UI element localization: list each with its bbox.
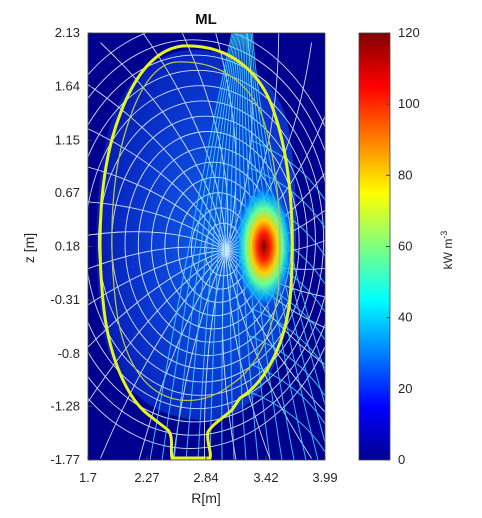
chart-title: ML (195, 11, 217, 28)
poloidal-ray (215, 33, 237, 251)
colorbar-tick-label: 120 (398, 25, 420, 40)
colorbar-label: kW m-3 (439, 231, 455, 270)
fan-line (197, 33, 238, 460)
x-tick-label: 2.84 (193, 470, 218, 485)
poloidal-ray (225, 250, 312, 459)
y-tick-label: -0.8 (58, 346, 80, 361)
vessel-wall (111, 61, 281, 402)
fan-line (209, 33, 239, 460)
poloidal-ray (88, 128, 227, 251)
poloidal-ray (142, 33, 227, 251)
y-tick-label: 2.13 (55, 25, 80, 40)
colorbar-label-unit: kW m (441, 239, 455, 270)
poloidal-ray (88, 246, 227, 270)
flux-surface (88, 33, 325, 449)
poloidal-ray (225, 250, 271, 460)
poloidal-ray (225, 33, 253, 251)
y-tick-label: -1.77 (50, 452, 80, 467)
x-ticks: 1.7 2.27 2.84 3.42 3.99 (79, 456, 338, 485)
colorbar-tick-label: 40 (398, 310, 412, 325)
x-tick-label: 2.27 (134, 470, 159, 485)
poloidal-ray (88, 166, 227, 251)
flux-surface (88, 39, 325, 436)
fan-line (249, 139, 325, 201)
fan-line (161, 33, 234, 460)
fan-line (173, 33, 235, 460)
colorbar (358, 32, 391, 461)
y-axis-label: z [m] (21, 233, 37, 263)
colorbar-tick-label: 20 (398, 381, 412, 396)
x-tick-label: 3.99 (312, 470, 337, 485)
fan-line (149, 33, 233, 460)
poloidal-ray (181, 33, 229, 251)
fan-line (235, 33, 247, 460)
poloidal-ray (138, 250, 227, 460)
fan-line (249, 167, 325, 229)
colorbar-ticks: 0 20 40 60 80 100 120 (386, 25, 420, 467)
y-tick-label: 1.64 (55, 79, 80, 94)
deposition-hotspot (234, 184, 295, 309)
y-tick-label: 0.67 (55, 185, 80, 200)
flux-surface (88, 85, 316, 396)
fan-line (249, 307, 325, 369)
colorbar-tick-label: 0 (398, 452, 405, 467)
poloidal-ray (203, 250, 227, 460)
plot-area (88, 33, 325, 460)
poloidal-ray (88, 250, 227, 403)
fan-line (249, 363, 325, 425)
colorbar-label-exponent: -3 (439, 231, 449, 239)
poloidal-ray (225, 250, 325, 413)
x-tick-label: 3.42 (253, 470, 278, 485)
x-tick-label: 1.7 (79, 470, 97, 485)
x-axis-label: R[m] (191, 490, 221, 506)
y-tick-label: -1.28 (50, 398, 80, 413)
poloidal-ray (100, 250, 227, 459)
flux-surface (88, 54, 325, 423)
fan-line (249, 391, 325, 453)
y-tick-label: -0.31 (50, 292, 80, 307)
colorbar-tick-label: 60 (398, 239, 412, 254)
y-tick-label: 0.18 (55, 239, 80, 254)
colorbar-tick-label: 80 (398, 167, 412, 182)
y-ticks: 2.13 1.64 1.15 0.67 0.18 -0.31 -0.8 -1.28 -1.77 (50, 25, 92, 467)
plasma-boundary (98, 44, 294, 460)
poloidal-ray (88, 84, 227, 251)
poloidal-ray (88, 250, 227, 348)
fan-line (185, 33, 237, 460)
colorbar-tick-label: 100 (398, 96, 420, 111)
y-tick-label: 1.15 (55, 132, 80, 147)
fan-line (249, 335, 325, 397)
